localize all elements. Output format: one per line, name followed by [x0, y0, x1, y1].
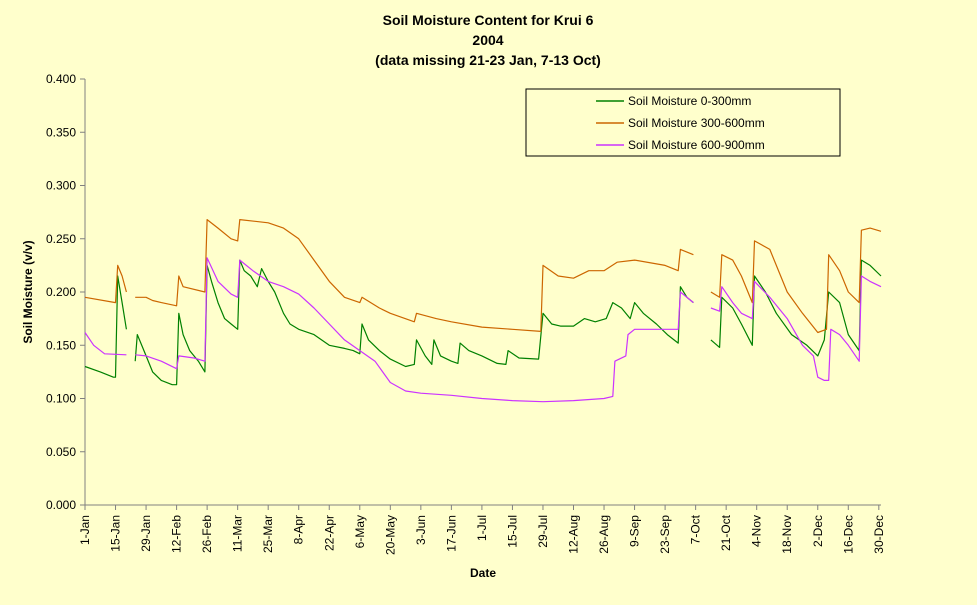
x-tick-label: 23-Sep	[658, 515, 672, 554]
x-tick-label: 20-May	[383, 515, 397, 555]
series-line-2-segment-2	[135, 219, 694, 332]
x-tick-label: 21-Oct	[719, 514, 733, 551]
y-tick-label: 0.250	[46, 232, 76, 246]
x-tick-label: 3-Jun	[414, 515, 428, 545]
legend-label: Soil Moisture 0-300mm	[628, 94, 751, 108]
y-tick-label: 0.150	[46, 338, 76, 352]
legend-label: Soil Moisture 600-900mm	[628, 138, 765, 152]
x-tick-label: 1-Jan	[78, 515, 92, 545]
chart-title-line: 2004	[472, 32, 503, 48]
y-tick-label: 0.350	[46, 125, 76, 139]
series-line-3-segment-2	[135, 257, 694, 403]
y-axis-title: Soil Moisture (v/v)	[21, 240, 35, 343]
x-tick-label: 8-Apr	[292, 515, 306, 544]
series-line-1-segment-2	[134, 259, 694, 386]
series-line-3-segment-1	[84, 332, 127, 356]
series-lines	[84, 219, 882, 403]
x-tick-label: 29-Jul	[536, 515, 550, 548]
x-tick-label: 22-Apr	[322, 515, 336, 551]
x-tick-label: 26-Feb	[200, 515, 214, 553]
chart-title-line: Soil Moisture Content for Krui 6	[383, 12, 594, 28]
x-tick-label: 17-Jun	[444, 515, 458, 552]
series-line-2-segment-3	[710, 227, 882, 334]
legend-box	[525, 88, 841, 157]
x-tick-label: 12-Feb	[170, 515, 184, 553]
legend-label: Soil Moisture 300-600mm	[628, 116, 765, 130]
x-tick-label: 2-Dec	[811, 515, 825, 547]
x-tick-label: 15-Jan	[109, 515, 123, 552]
x-tick-label: 9-Sep	[628, 515, 642, 547]
x-tick-label: 25-Mar	[261, 515, 275, 553]
y-tick-label: 0.400	[46, 72, 76, 86]
x-tick-label: 16-Dec	[841, 515, 855, 554]
y-tick-label: 0.000	[46, 498, 76, 512]
x-tick-label: 7-Oct	[689, 514, 703, 544]
x-axis-title: Date	[470, 566, 496, 580]
axes: 0.000 0.050 0.100 0.150 0.200 0.250 0.300 0.350…	[21, 72, 886, 580]
x-tick-label: 4-Nov	[750, 515, 764, 547]
x-tick-label: 15-Jul	[505, 515, 519, 548]
series-line-1-segment-1	[84, 275, 127, 378]
y-tick-label: 0.200	[46, 285, 76, 299]
x-tick-label: 29-Jan	[139, 515, 153, 552]
series-line-2-segment-1	[84, 264, 127, 304]
y-tick-label: 0.300	[46, 179, 76, 193]
y-tick-label: 0.050	[46, 445, 76, 459]
x-tick-label: 1-Jul	[475, 515, 489, 541]
x-tick-label: 11-Mar	[231, 515, 245, 552]
x-tick-label: 18-Nov	[780, 515, 794, 554]
y-tick-label: 0.100	[46, 392, 76, 406]
x-tick-label: 30-Dec	[872, 515, 886, 554]
series-line-3-segment-3	[710, 275, 882, 381]
x-tick-label: 12-Aug	[567, 515, 581, 554]
x-tick-label: 6-May	[353, 515, 367, 548]
legend: Soil Moisture 0-300mm Soil Moisture 300-6…	[525, 88, 841, 157]
x-tick-label: 26-Aug	[597, 515, 611, 554]
chart-title: Soil Moisture Content for Krui 6 2004 (dat…	[375, 12, 601, 68]
chart-title-line: (data missing 21-23 Jan, 7-13 Oct)	[375, 52, 601, 68]
